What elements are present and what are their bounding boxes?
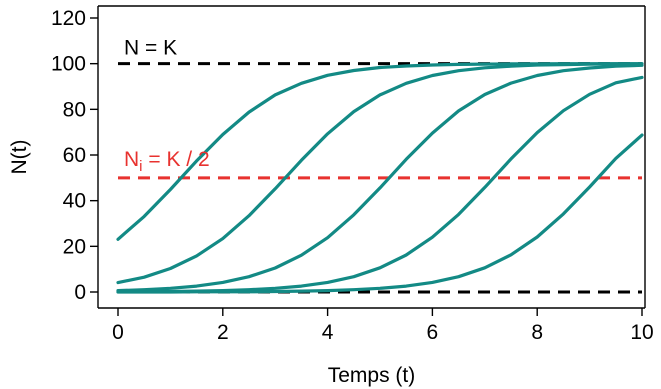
x-tick-label: 6 [427, 321, 439, 344]
x-tick-label: 4 [322, 321, 334, 344]
y-axis-label: N(t) [8, 140, 31, 175]
x-axis-label: Temps (t) [328, 364, 416, 387]
x-tick-label: 2 [217, 321, 229, 344]
y-tick-label: 20 [63, 235, 86, 258]
y-tick-label: 80 [63, 98, 86, 121]
y-tick-label: 40 [63, 190, 86, 213]
series-line-4 [116, 75, 644, 294]
series-line-5 [116, 133, 644, 294]
annotation-carrying-capacity: N = K [124, 37, 177, 60]
annotation-half-main: N [124, 148, 139, 171]
series-line-2 [116, 62, 644, 285]
x-tick-label: 0 [112, 321, 124, 344]
y-tick-label: 120 [51, 7, 86, 30]
x-tick-label: 10 [630, 321, 653, 344]
x-tick-label: 8 [531, 321, 543, 344]
annotation-half-rest: = K / 2 [143, 148, 210, 171]
y-tick-label: 60 [63, 144, 86, 167]
annotation-half-capacity: Ni = K / 2 [124, 148, 210, 175]
plot-area [97, 5, 646, 309]
annotation-half-subscript: i [139, 158, 142, 175]
y-tick-label: 100 [51, 53, 86, 76]
x-axis: 0 2 4 6 8 10 [112, 308, 654, 344]
series-line-3 [116, 63, 644, 293]
y-tick-label: 0 [74, 281, 86, 304]
y-axis: 0 20 40 60 80 100 120 [51, 7, 98, 304]
